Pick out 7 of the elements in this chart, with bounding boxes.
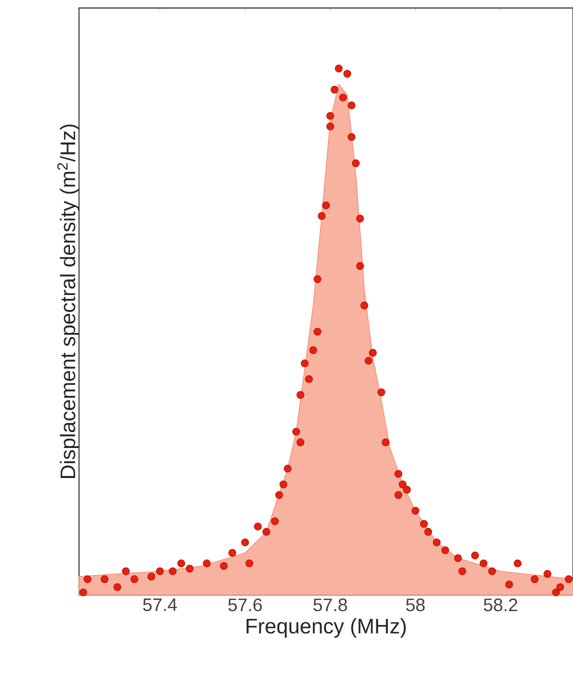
x-tick-label: 57.6: [228, 598, 262, 612]
x-tick-label: 58.2: [484, 598, 518, 612]
x-tick-label: 57.4: [143, 598, 177, 612]
x-tick-label: 58: [406, 598, 425, 612]
x-axis-title: Frequency (MHz): [246, 618, 406, 638]
y-axis-title: Displacement spectral density (m$^{2}$/Hz): [57, 124, 80, 478]
x-tick-label: 57.8: [313, 598, 347, 612]
